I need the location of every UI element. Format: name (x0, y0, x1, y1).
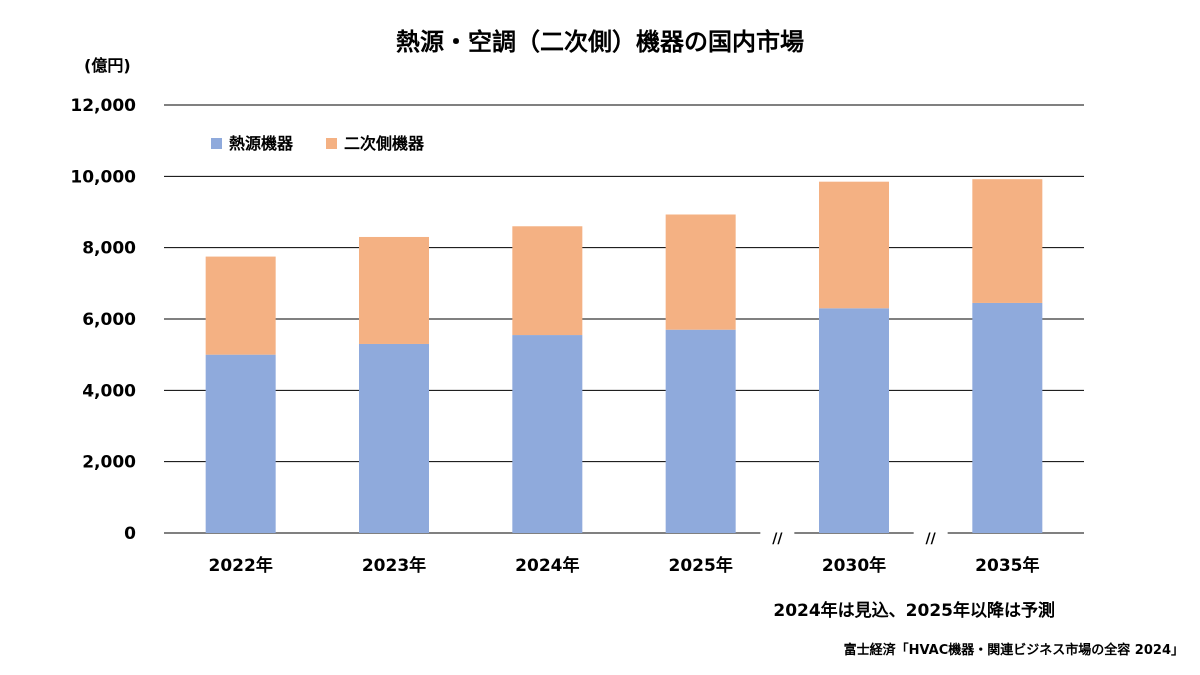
y-tick-label: 6,000 (82, 310, 136, 330)
legend-swatch (326, 138, 337, 149)
axis-break-gap (760, 529, 795, 537)
bar-segment (972, 179, 1043, 303)
x-tick-label: 2025年 (669, 555, 733, 576)
source-credit: 富士経済「HVAC機器・関連ビジネス市場の全容 2024」 (843, 643, 1184, 658)
x-tick-label: 2022年 (209, 555, 273, 576)
y-tick-label: 12,000 (70, 96, 136, 116)
forecast-note: 2024年は見込、2025年以降は予測 (773, 601, 1055, 621)
x-tick-label: 2023年 (362, 555, 426, 576)
axis-break-marker: // (926, 531, 937, 547)
bar-segment (819, 308, 889, 533)
bar-segment (665, 329, 736, 533)
bar-segment (512, 226, 583, 336)
y-axis-unit-label: (億円) (84, 56, 131, 75)
y-tick-label: 0 (124, 524, 136, 544)
bar-segment (665, 214, 736, 330)
y-tick-label: 2,000 (82, 453, 136, 473)
bar-segment (972, 302, 1043, 533)
legend-label: 熱源機器 (229, 134, 294, 153)
bar-segment (359, 343, 429, 533)
bar-segment (205, 256, 276, 355)
bar-segment (512, 335, 583, 533)
y-tick-label: 10,000 (70, 167, 136, 187)
y-tick-label: 4,000 (82, 381, 136, 401)
x-tick-label: 2024年 (515, 555, 579, 576)
y-tick-label: 8,000 (82, 239, 136, 259)
bar-segment (359, 236, 429, 344)
x-tick-label: 2030年 (822, 555, 886, 576)
chart-title: 熱源・空調（二次側）機器の国内市場 (396, 28, 804, 56)
bar-segment (205, 354, 276, 533)
bar-segment (819, 181, 889, 309)
legend-swatch (211, 138, 222, 149)
legend-label: 二次側機器 (344, 134, 425, 153)
x-tick-label: 2035年 (975, 555, 1039, 576)
axis-break-marker: // (772, 531, 783, 547)
axis-break-gap (913, 529, 948, 537)
